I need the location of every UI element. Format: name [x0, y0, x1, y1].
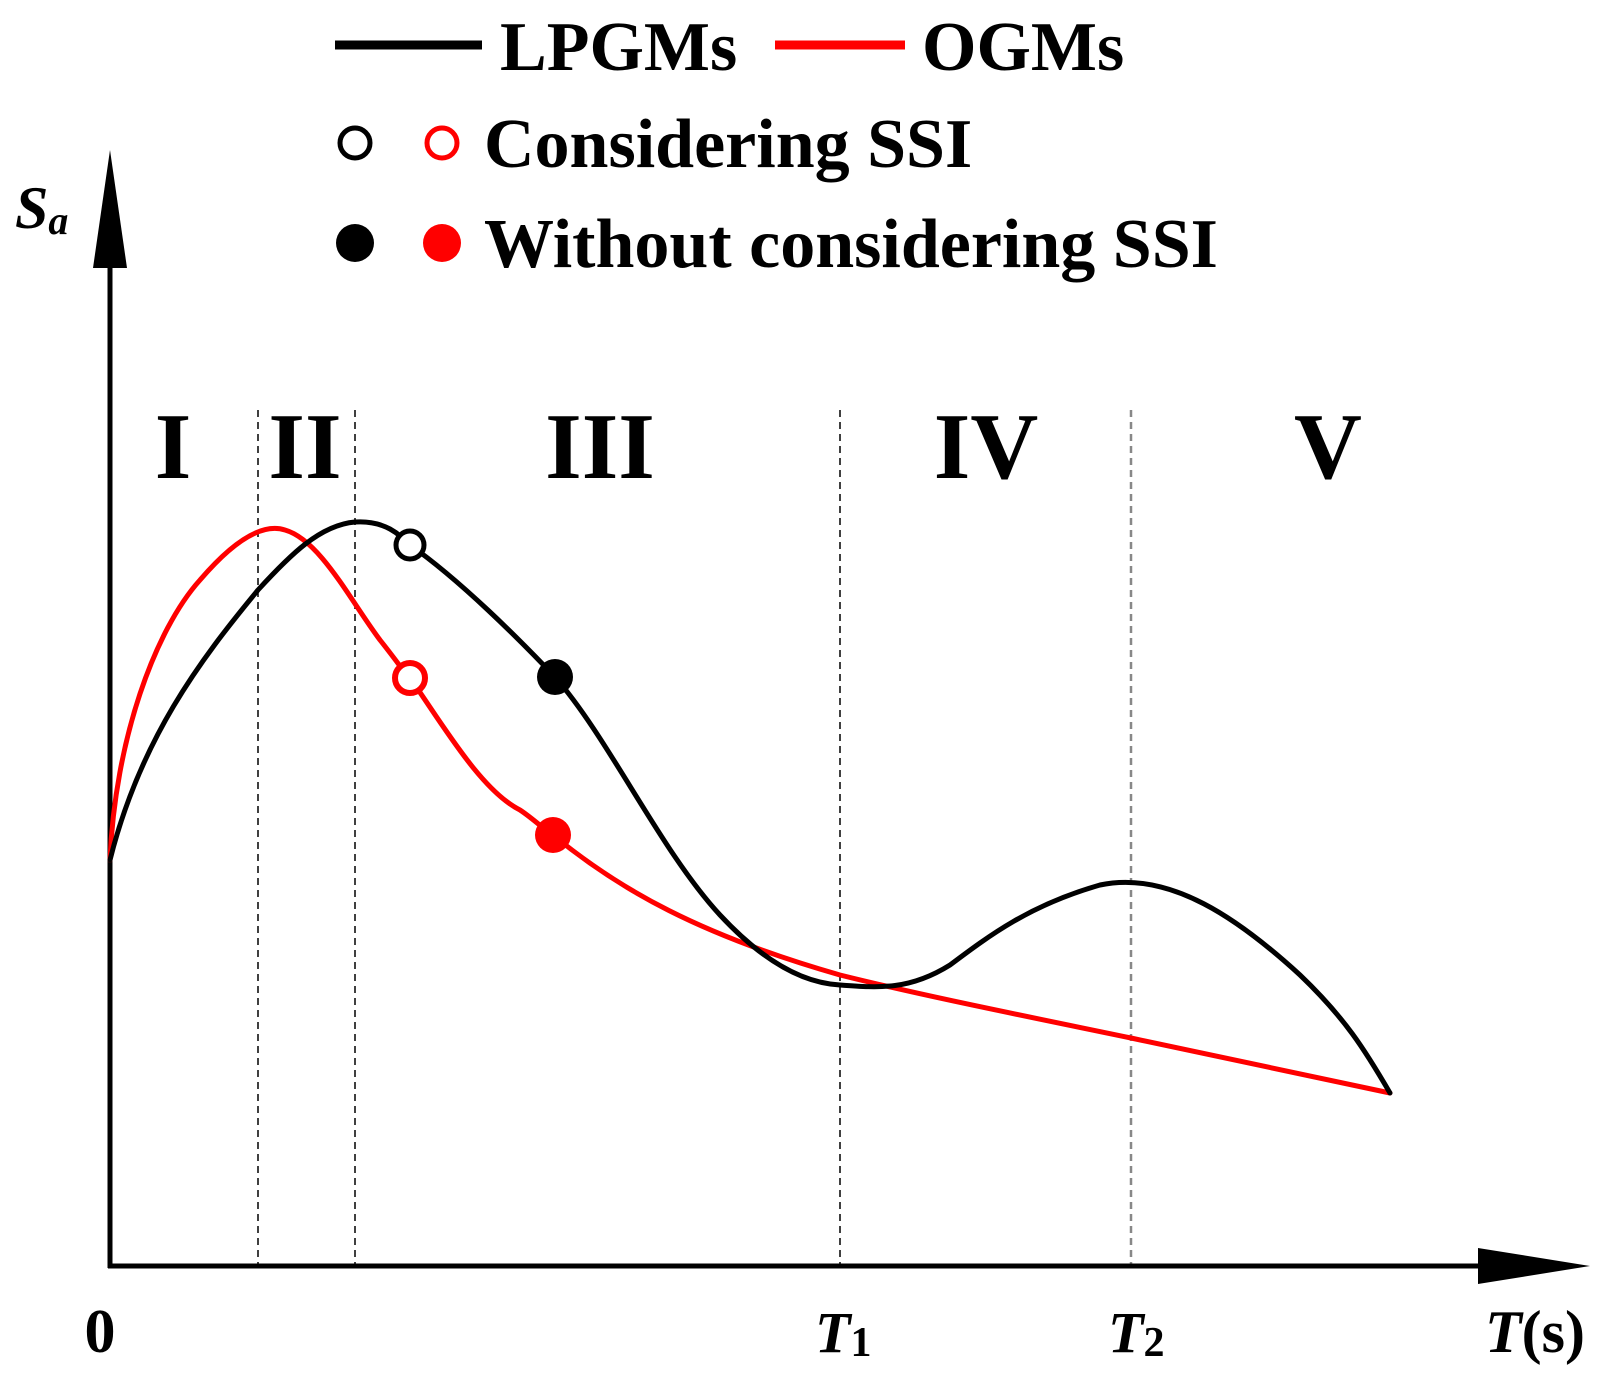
x-tick-t2: T2	[1108, 1300, 1164, 1366]
legend-label-lpgms: LPGMs	[500, 9, 737, 86]
marker-lpgms-considering-ssi	[393, 528, 427, 562]
region-label-2: II	[268, 395, 341, 499]
legend-marker-black-hollow	[337, 125, 373, 161]
legend-label-ogms: OGMs	[922, 9, 1124, 86]
x-axis-label: T(s)	[1485, 1299, 1585, 1365]
x-tick-t1-sub: 1	[850, 1320, 871, 1366]
x-tick-t2-sub: 2	[1143, 1320, 1164, 1366]
x-axis-arrow	[1478, 1248, 1590, 1284]
legend-label-considering-ssi: Considering SSI	[484, 106, 972, 183]
region-label-3: III	[545, 395, 655, 499]
y-axis-label-sub: a	[48, 198, 68, 243]
legend: LPGMs OGMs Considering SSI Without consi…	[335, 9, 1218, 283]
x-origin-label: 0	[85, 1298, 116, 1366]
series-lpgms-line	[107, 519, 1393, 1096]
x-axis-label-unit: (s)	[1522, 1299, 1585, 1365]
y-axis-label-main: S	[15, 175, 48, 241]
x-axis-label-main: T	[1485, 1299, 1524, 1365]
x-tick-t1: T1	[815, 1300, 871, 1366]
legend-marker-black-filled	[336, 224, 374, 262]
legend-marker-red-filled	[423, 224, 461, 262]
marker-ogms-without-ssi	[535, 817, 571, 853]
legend-label-without-ssi: Without considering SSI	[484, 206, 1218, 283]
series-ogms-line	[107, 526, 1393, 1096]
region-label-5: V	[1294, 395, 1362, 499]
legend-marker-red-hollow	[424, 125, 460, 161]
x-tick-t1-main: T	[815, 1300, 853, 1365]
region-label-1: I	[155, 395, 192, 499]
y-axis-label: Sa	[15, 175, 68, 243]
x-tick-t2-main: T	[1108, 1300, 1146, 1365]
marker-lpgms-without-ssi	[537, 659, 573, 695]
region-label-4: IV	[934, 395, 1038, 499]
y-axis-arrow	[93, 150, 127, 268]
marker-ogms-considering-ssi	[392, 660, 428, 696]
